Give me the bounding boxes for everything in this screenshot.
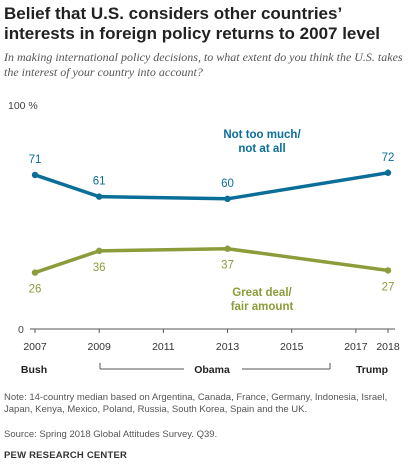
series-label-1-line-1: fair amount — [231, 301, 294, 313]
chart-title: Belief that U.S. considers other countri… — [4, 4, 381, 43]
data-label-0-2007: 71 — [29, 154, 42, 166]
series-line-0 — [34, 171, 389, 201]
chart-note: Note: 14-country median based on Argenti… — [4, 392, 388, 415]
series-label-0-line-0: Not too much/ — [223, 129, 301, 141]
series-label-0-line-1: not at all — [238, 143, 285, 155]
x-tick-label-2015: 2015 — [280, 341, 304, 353]
x-tick-label-2017: 2017 — [344, 341, 368, 353]
series-label-1-line-0: Great deal/ — [232, 287, 292, 299]
president-label-0: Bush — [21, 364, 47, 376]
series-line-1 — [34, 246, 389, 275]
x-tick-label-2007: 2007 — [23, 341, 47, 353]
data-label-1-2009: 36 — [93, 262, 106, 274]
chart-source: Source: Spring 2018 Global Attitudes Sur… — [4, 429, 218, 440]
president-label-1: Obama — [194, 364, 230, 376]
line-chart: 100 % 0 2007 2009 2011 2013 2015 2017 2018 71 61 60… — [8, 100, 400, 376]
data-point-1-2009 — [95, 247, 103, 255]
data-point-0-2007 — [31, 171, 39, 179]
data-point-1-2007 — [31, 269, 39, 276]
data-label-1-2018: 27 — [382, 281, 395, 293]
data-point-1-2013 — [224, 245, 231, 252]
y-axis-zero-label: 0 — [18, 324, 24, 336]
data-point-1-2018 — [384, 267, 392, 274]
x-tick-label-2009: 2009 — [88, 341, 112, 353]
x-tick-label-2018: 2018 — [376, 341, 400, 353]
x-tick-label-2011: 2011 — [152, 341, 175, 353]
pew-footer: PEW RESEARCH CENTER — [4, 450, 128, 461]
data-point-0-2009 — [95, 193, 103, 200]
x-tick-label-2013: 2013 — [216, 341, 240, 353]
data-point-0-2013 — [224, 195, 231, 202]
data-label-0-2013: 60 — [221, 178, 234, 190]
y-axis-top-label: 100 % — [8, 100, 38, 112]
data-label-0-2009: 61 — [93, 176, 106, 188]
data-label-1-2007: 26 — [29, 284, 42, 296]
chart-subtitle: In making international policy decisions… — [4, 50, 403, 79]
data-point-0-2018 — [384, 169, 392, 176]
president-label-2: Trump — [356, 364, 388, 376]
data-label-1-2013: 37 — [221, 260, 234, 272]
data-label-0-2018: 72 — [382, 152, 395, 164]
